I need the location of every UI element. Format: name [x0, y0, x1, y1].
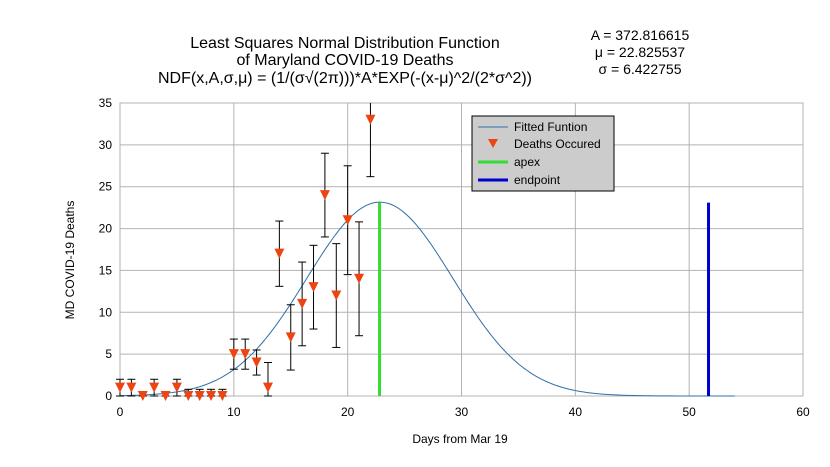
y-tick-label: 25 [99, 180, 113, 194]
y-tick-label: 35 [99, 96, 113, 110]
data-point [217, 391, 228, 401]
data-point [240, 349, 251, 360]
legend-item-deaths: Deaths Occured [488, 137, 601, 151]
x-tick-label: 20 [341, 405, 355, 419]
data-point [297, 298, 308, 309]
chart-title: Least Squares Normal Distribution Functi… [158, 35, 532, 87]
legend-marker-deaths [488, 139, 498, 148]
x-tick-label: 40 [569, 405, 583, 419]
legend-label-endpoint: endpoint [514, 173, 561, 187]
plot-area [119, 102, 804, 397]
data-point [285, 332, 296, 343]
x-tick-label: 10 [227, 405, 241, 419]
chart-title-line-1: Least Squares Normal Distribution Functi… [190, 35, 499, 52]
y-axis-label: MD COVID-19 Deaths [63, 201, 77, 320]
x-tick-label: 30 [455, 405, 469, 419]
param-mu: μ = 22.825537 [595, 44, 685, 60]
x-axis-ticks: 0 10 20 30 40 50 60 [117, 405, 810, 419]
data-point [308, 282, 319, 293]
param-sigma: σ = 6.422755 [599, 61, 682, 77]
chart-title-line-2: of Maryland COVID-19 Deaths [237, 52, 454, 69]
data-point [115, 382, 125, 393]
x-tick-label: 0 [117, 405, 124, 419]
data-point [206, 391, 217, 401]
legend-item-fitted: Fitted Funtion [478, 120, 587, 134]
plot-border [119, 102, 804, 397]
data-point [251, 357, 262, 368]
data-point [171, 382, 182, 393]
y-tick-label: 15 [99, 263, 113, 277]
y-tick-label: 10 [99, 305, 113, 319]
vertical-markers [378, 202, 711, 396]
chart-title-line-3: NDF(x,A,σ,μ) = (1/(σ√(2π)))*A*EXP(-(x-μ)… [158, 70, 532, 87]
legend-label-deaths: Deaths Occured [514, 137, 601, 151]
data-point [183, 391, 194, 401]
legend: Fitted Funtion Deaths Occured apex endpo… [471, 115, 615, 192]
data-point [342, 215, 353, 226]
y-tick-label: 30 [99, 138, 113, 152]
param-a: A = 372.816615 [591, 27, 690, 43]
data-point [319, 190, 330, 201]
x-axis-label: Days from Mar 19 [412, 432, 508, 446]
data-point [331, 290, 342, 301]
data-point [274, 248, 285, 259]
y-tick-label: 20 [99, 222, 113, 236]
data-point [126, 382, 137, 393]
data-points [115, 114, 376, 401]
y-tick-label: 5 [105, 347, 112, 361]
fit-parameters: A = 372.816615 μ = 22.825537 σ = 6.42275… [591, 27, 690, 77]
legend-label-fitted: Fitted Funtion [514, 120, 587, 134]
gridlines [119, 102, 804, 397]
data-point [194, 391, 205, 401]
error-bar [366, 103, 375, 178]
data-point [160, 391, 171, 401]
data-point [365, 114, 376, 125]
data-point [354, 273, 365, 284]
data-point [228, 349, 239, 360]
y-axis-ticks: 0 5 10 15 20 25 30 35 [99, 96, 113, 403]
x-tick-label: 50 [682, 405, 696, 419]
y-tick-label: 0 [105, 389, 112, 403]
legend-item-endpoint: endpoint [478, 173, 561, 187]
data-point [262, 382, 273, 393]
x-tick-label: 60 [796, 405, 810, 419]
legend-label-apex: apex [514, 155, 540, 169]
fitted-curve-layer [119, 201, 735, 397]
fitted-curve [119, 201, 735, 397]
data-point [137, 391, 148, 401]
data-point [149, 382, 160, 393]
legend-item-apex: apex [478, 155, 540, 169]
